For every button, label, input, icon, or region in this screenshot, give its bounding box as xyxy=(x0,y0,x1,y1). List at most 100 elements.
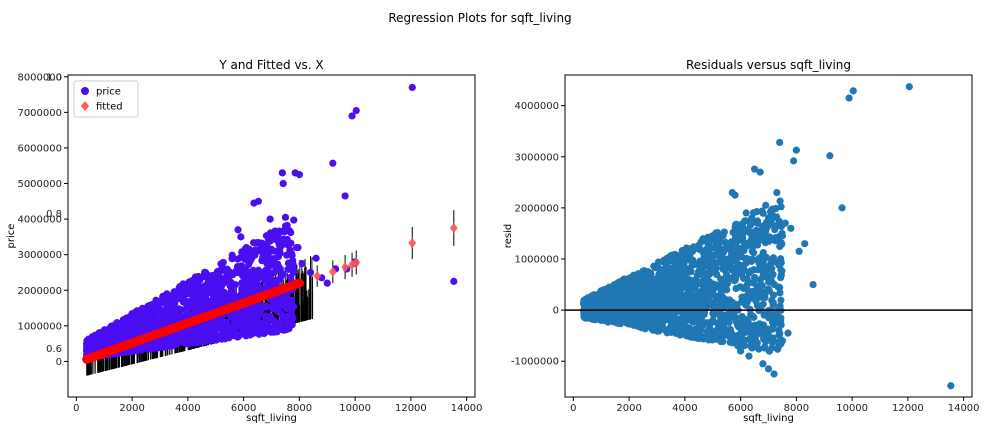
price-point xyxy=(285,324,293,333)
residual-point xyxy=(753,234,761,243)
price-point xyxy=(191,330,200,338)
price-point xyxy=(219,258,227,267)
price-point xyxy=(246,289,254,298)
residual-point xyxy=(622,296,630,304)
residual-point xyxy=(776,138,784,147)
price-point xyxy=(146,341,154,350)
residual-point xyxy=(600,301,608,310)
residual-point xyxy=(654,301,663,309)
price-point xyxy=(289,261,297,269)
residual-point xyxy=(663,329,671,337)
price-point xyxy=(256,284,264,292)
residual-point xyxy=(755,345,763,353)
x-tick-label: 12000 xyxy=(892,403,924,414)
price-point xyxy=(290,216,298,224)
residual-point xyxy=(664,270,672,278)
price-point xyxy=(209,294,218,302)
price-point xyxy=(249,329,258,337)
price-point xyxy=(256,303,265,311)
price-point xyxy=(278,311,286,319)
residual-point xyxy=(747,257,756,265)
residual-point xyxy=(809,280,817,289)
legend-fitted-label: fitted xyxy=(96,102,123,113)
price-point xyxy=(273,228,282,236)
residual-point xyxy=(749,249,758,257)
residual-point xyxy=(682,265,690,273)
residual-point xyxy=(759,300,767,308)
price-point xyxy=(348,112,356,120)
price-point xyxy=(225,332,233,340)
residual-point xyxy=(764,214,773,222)
residual-point xyxy=(644,268,652,276)
residual-point xyxy=(741,217,749,225)
residual-point xyxy=(762,338,770,346)
price-point xyxy=(240,250,248,258)
right-subplot: 0 2000 4000 6000 8000 10000 12000 14000 -100000… xyxy=(503,58,980,424)
residual-point xyxy=(649,324,657,332)
fitted-line xyxy=(82,278,304,364)
price-point xyxy=(139,305,147,314)
price-point xyxy=(248,270,257,278)
residual-point xyxy=(590,293,598,301)
residual-point xyxy=(727,254,735,262)
price-point xyxy=(281,222,290,230)
ghost-tick-label: 0.8 xyxy=(46,209,62,220)
price-point xyxy=(276,236,284,245)
fitted-point xyxy=(328,266,337,277)
price-point xyxy=(140,321,148,329)
residual-point xyxy=(628,275,637,283)
residual-point xyxy=(759,209,767,217)
price-point xyxy=(211,302,219,310)
residual-point xyxy=(671,295,679,303)
residual-point xyxy=(776,261,784,269)
price-point xyxy=(193,278,201,287)
price-point xyxy=(116,335,125,343)
residual-point xyxy=(773,188,781,197)
residual-point xyxy=(759,360,767,368)
residual-point xyxy=(670,275,678,283)
price-point xyxy=(264,325,272,333)
residual-point xyxy=(739,265,748,273)
residual-point xyxy=(692,334,700,342)
price-point xyxy=(183,298,191,306)
residual-point xyxy=(661,316,670,324)
price-point xyxy=(152,296,160,304)
residual-point xyxy=(778,229,786,237)
price-point xyxy=(247,284,255,292)
price-point xyxy=(242,243,251,252)
price-point xyxy=(87,344,95,352)
price-point xyxy=(306,268,315,277)
price-point xyxy=(248,310,256,318)
price-point xyxy=(228,251,236,259)
residual-point xyxy=(777,296,785,304)
residual-point xyxy=(710,309,718,317)
price-point xyxy=(166,311,175,319)
residual-point xyxy=(612,288,620,296)
price-point xyxy=(223,269,231,278)
residual-point xyxy=(676,288,684,296)
price-point xyxy=(312,254,320,262)
left-ghost-ticks: 0.6 0.8 1.0 xyxy=(46,73,62,356)
residual-point xyxy=(753,302,762,310)
price-point xyxy=(175,284,183,292)
residual-point xyxy=(682,244,691,252)
price-point xyxy=(281,213,290,221)
residual-point xyxy=(838,204,846,212)
residual-point xyxy=(700,303,708,311)
residual-point xyxy=(664,293,673,301)
residual-point xyxy=(753,285,761,294)
residual-point xyxy=(643,285,651,293)
legend-box xyxy=(73,80,139,118)
residual-point xyxy=(716,303,724,311)
price-point xyxy=(450,277,458,285)
residual-point xyxy=(742,259,750,267)
price-point xyxy=(329,159,337,167)
residual-point xyxy=(742,242,750,250)
residual-point xyxy=(616,298,625,306)
price-point xyxy=(211,325,220,334)
residual-point xyxy=(750,209,758,217)
residual-point xyxy=(703,269,711,277)
price-point xyxy=(274,252,283,261)
price-point xyxy=(276,274,284,282)
residual-point xyxy=(597,292,605,300)
